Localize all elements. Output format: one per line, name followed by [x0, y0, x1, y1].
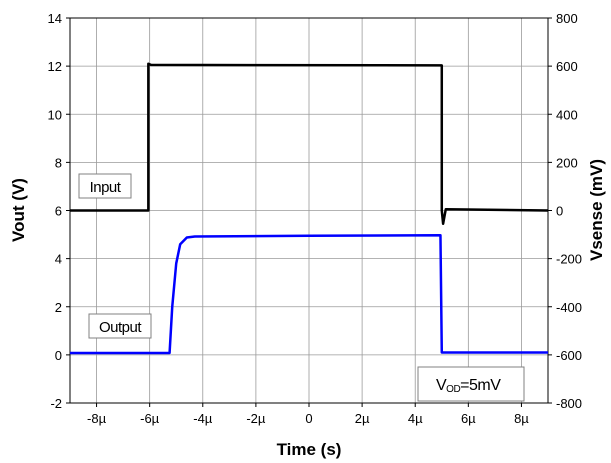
y-tick-label: 4: [55, 252, 62, 267]
y-axis-title: Vout (V): [9, 178, 28, 242]
y2-tick-label: 200: [556, 155, 578, 170]
x-tick-label: 2µ: [355, 411, 370, 426]
y2-tick-label: 600: [556, 59, 578, 74]
y2-tick-label: -200: [556, 252, 582, 267]
output-label: Output: [99, 319, 142, 336]
condition-main: V: [436, 377, 447, 394]
y2-axis-title: Vsense (mV): [587, 159, 606, 261]
y2-tick-label: 400: [556, 107, 578, 122]
condition-label: VOD=5mV: [436, 377, 501, 395]
x-axis-ticks: -8µ -6µ -4µ -2µ 0 2µ 4µ 6µ 8µ: [87, 403, 529, 426]
series-line-output: [70, 234, 548, 355]
x-tick-label: 8µ: [514, 411, 529, 426]
y-tick-label: 2: [55, 300, 62, 315]
condition-sub: OD: [446, 384, 460, 395]
y2-axis-ticks: -800 -600 -400 -200 0 200 400 600 800: [548, 11, 582, 411]
y-tick-label: 12: [48, 59, 62, 74]
x-axis-title: Time (s): [277, 440, 342, 459]
x-tick-label: -8µ: [87, 411, 107, 426]
x-tick-label: 6µ: [461, 411, 476, 426]
y2-tick-label: -600: [556, 348, 582, 363]
y2-tick-label: 800: [556, 11, 578, 26]
y-tick-label: 10: [48, 107, 62, 122]
y-tick-label: 14: [48, 11, 62, 26]
x-tick-label: 0: [305, 411, 312, 426]
y-axis-ticks: -2 0 2 4 6 8 10 12 14: [48, 11, 70, 411]
y-tick-label: 6: [55, 204, 62, 219]
y-tick-label: 8: [55, 155, 62, 170]
condition-rest: =5mV: [460, 377, 501, 394]
input-label: Input: [90, 179, 122, 196]
input-label-box: Input: [78, 173, 132, 199]
y2-tick-label: 0: [556, 204, 563, 219]
x-tick-label: -6µ: [140, 411, 160, 426]
series: [70, 62, 549, 355]
y2-tick-label: -400: [556, 300, 582, 315]
output-label-box: Output: [88, 313, 152, 339]
x-tick-label: 4µ: [408, 411, 423, 426]
condition-label-box: VOD=5mV: [417, 366, 525, 402]
series-line-input: [70, 62, 549, 225]
y2-tick-label: -800: [556, 396, 582, 411]
y-tick-label: 0: [55, 348, 62, 363]
y-tick-label: -2: [50, 396, 62, 411]
x-tick-label: -4µ: [193, 411, 213, 426]
x-tick-label: -2µ: [246, 411, 266, 426]
